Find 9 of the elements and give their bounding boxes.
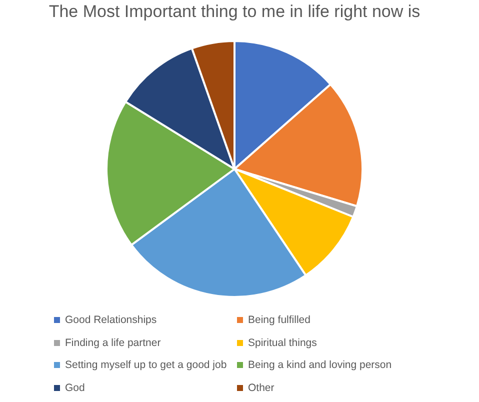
legend-label: Finding a life partner bbox=[65, 336, 161, 349]
legend-label: Good Relationships bbox=[65, 314, 157, 326]
legend-label: Spiritual things bbox=[248, 336, 317, 349]
legend-label: God bbox=[65, 382, 85, 394]
legend-label: Being fulfilled bbox=[248, 314, 310, 326]
legend-label: Being a kind and loving person bbox=[248, 359, 392, 372]
legend-label: Setting myself up to get a good job bbox=[65, 359, 227, 372]
chart-title: The Most Important thing to me in life right now is bbox=[48, 2, 422, 22]
legend-label: Other bbox=[248, 382, 274, 394]
